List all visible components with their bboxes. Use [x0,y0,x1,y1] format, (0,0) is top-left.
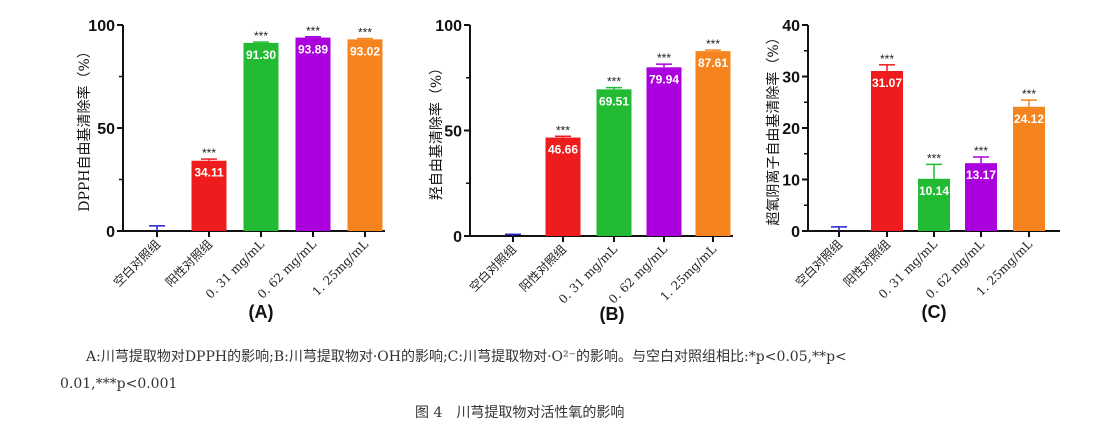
panel-label: (C) [922,302,947,322]
bar [347,39,383,231]
bar-value-label: 34.11 [194,166,224,180]
bar-value-label: 91.30 [246,48,276,62]
y-tick-label: 100 [435,18,462,35]
bar [965,163,997,231]
bar [646,67,682,236]
bar [918,178,950,231]
y-tick-label: 10 [782,173,800,190]
significance-label: *** [556,123,570,137]
bar-value-label: 93.89 [298,43,328,57]
y-axis-label: 超氧阴离子自由基清除率（%） [765,30,782,225]
significance-label: *** [974,144,988,158]
significance-label: *** [202,146,216,160]
y-tick-label: 50 [97,121,115,138]
bar-value-label: 46.66 [548,143,578,157]
bar [596,89,632,237]
y-tick-label: 50 [444,124,462,141]
y-axis-label: DPPH自由基清除率（%） [76,44,93,212]
y-tick-label: 0 [453,229,462,246]
bar [295,37,331,231]
x-tick-label: 1. 25mg/mL [310,237,372,299]
y-tick-label: 0 [791,224,800,241]
figure-title: 图 4 川芎提取物对活性氧的影响 [415,405,625,421]
caption-line-1: A:川芎提取物对DPPH的影响;B:川芎提取物对·OH的影响;C:川芎提取物对·… [86,349,847,365]
bar-value-label: 93.02 [350,44,380,58]
significance-label: *** [607,75,621,89]
panel-label: (A) [249,302,274,322]
significance-label: *** [358,26,372,40]
bar [695,51,731,236]
panel-label: (B) [600,304,625,324]
significance-label: *** [927,151,941,165]
bar [191,160,227,231]
bar-value-label: 69.51 [599,94,629,108]
y-tick-label: 30 [782,70,800,87]
significance-label: *** [880,52,894,66]
significance-label: *** [1022,87,1036,101]
bar [1013,106,1045,231]
bar-value-label: 87.61 [698,56,728,70]
y-tick-label: 100 [88,18,115,35]
bar-value-label: 79.94 [649,72,679,86]
bar-value-label: 10.14 [919,184,949,198]
charts: 050100DPPH自由基清除率（%）空白对照组34.11***阳性对照组91.… [76,18,1060,324]
bar [871,70,903,231]
y-tick-label: 0 [106,224,115,241]
y-axis-label: 羟自由基清除率（%） [428,61,445,200]
y-tick-label: 40 [782,18,800,35]
significance-label: *** [706,37,720,51]
bar [545,137,581,236]
significance-label: *** [657,51,671,65]
significance-label: *** [306,24,320,38]
x-tick-label: 空白对照组 [110,237,163,290]
significance-label: *** [254,29,268,43]
x-tick-label: 空白对照组 [466,242,519,295]
caption-line-2: 0.01,***p<0.001 [60,376,178,392]
bar-value-label: 13.17 [966,168,996,182]
bar [243,42,279,232]
bar-value-label: 24.12 [1014,112,1044,126]
x-tick-label: 空白对照组 [792,237,845,290]
x-tick-label: 阳性对照组 [517,242,569,294]
y-tick-label: 20 [782,121,800,138]
bar-value-label: 31.07 [872,76,902,90]
x-tick-label: 阳性对照组 [163,237,215,289]
